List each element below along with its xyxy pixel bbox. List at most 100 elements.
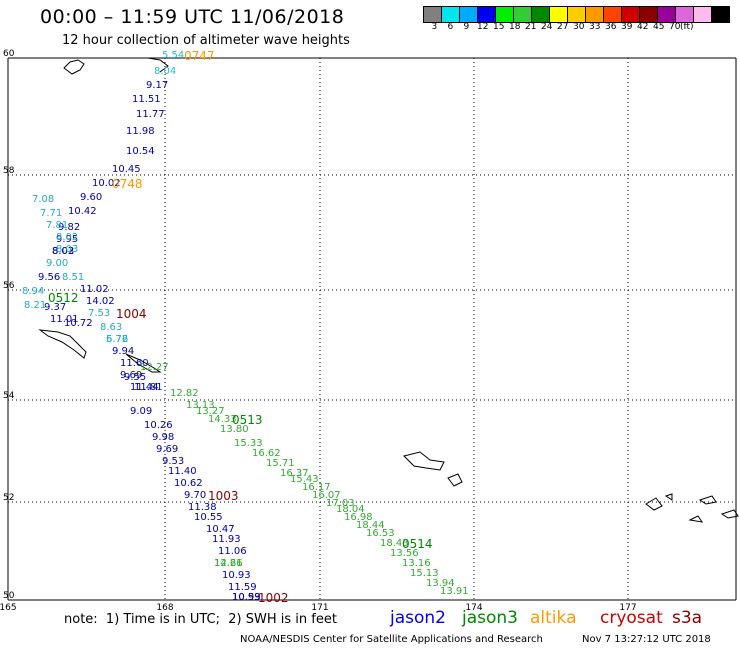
- wave-height-value: 9.60: [80, 192, 102, 203]
- wave-height-value: 5.54: [162, 50, 184, 61]
- wave-height-value: 16.07: [312, 490, 341, 501]
- wave-height-value: 9.95: [56, 234, 78, 245]
- wave-height-value: 5.72: [106, 334, 128, 345]
- footer-timestamp: Nov 7 13:27:12 UTC 2018: [582, 634, 711, 645]
- scale-label: 30: [573, 22, 585, 32]
- wave-height-value: 9.70: [184, 490, 206, 501]
- wave-height-value: 10.55: [194, 512, 223, 523]
- coastline-medny-island: [125, 353, 162, 373]
- wave-height-value: 8.03: [52, 246, 74, 257]
- wave-height-value: 13.94: [426, 578, 455, 589]
- wave-height-value: 15.71: [266, 458, 295, 469]
- wave-height-value: 8.03: [56, 244, 78, 255]
- wave-height-value: 11.38: [188, 502, 217, 513]
- footer-note: note: 1) Time is in UTC; 2) SWH is in fe…: [64, 612, 337, 627]
- wave-height-value: 14.61: [214, 558, 243, 569]
- wave-height-value: 9.94: [112, 346, 134, 357]
- scale-label: 27: [557, 22, 569, 32]
- track-jason2-north: 9.17 11.51 11.77 11.98 10.54 10.45 10.02 9.60 10…: [52, 80, 168, 257]
- wave-height-value: 9.69: [156, 444, 178, 455]
- wave-height-value: 8.02: [56, 232, 78, 243]
- coastline: [38, 57, 739, 523]
- wave-height-value: 13.91: [440, 586, 469, 597]
- wave-height-value: 11.44: [130, 382, 159, 393]
- legend-s3a: s3a: [672, 608, 703, 628]
- wave-height-value: 10.26: [144, 420, 173, 431]
- scale-label: 33: [589, 22, 601, 32]
- wave-height-value: 9.55: [124, 372, 146, 383]
- wave-height-value: 12.27: [140, 362, 169, 373]
- wave-height-value: 9.53: [162, 456, 184, 467]
- wave-height-value: 9.17: [146, 80, 168, 91]
- pass-time-label: 1003: [208, 489, 239, 503]
- wave-height-value: 18.04: [336, 504, 365, 515]
- scale-label: 15: [493, 22, 505, 32]
- page-subtitle: 12 hour collection of altimeter wave hei…: [62, 33, 350, 48]
- legend-cryosat: cryosat: [600, 608, 663, 628]
- wave-height-value: 15.43: [290, 474, 319, 485]
- pass-time-label: 1004: [116, 307, 147, 321]
- track-jason2-cyan-west: 7.087.717.818.028.039.008.518.948.217.53…: [22, 194, 128, 345]
- coastline-delarof: [645, 497, 663, 511]
- wave-height-value: 13.56: [390, 548, 419, 559]
- wave-height-value: 10.59: [232, 592, 261, 603]
- coastline-andreanof-2: [698, 495, 717, 505]
- pass-time-label: 0514: [402, 537, 433, 551]
- legend-altika: altika: [530, 608, 577, 628]
- wave-height-value: 18.44: [356, 520, 385, 531]
- wave-height-value: 11.01: [50, 314, 79, 325]
- scale-label: 70: [669, 22, 681, 32]
- altimeter-tracks: 9.17 11.51 11.77 11.98 10.54 10.45 10.02 9.60 10…: [22, 50, 469, 603]
- wave-height-value: 10.02: [92, 178, 121, 189]
- scale-label: 36: [605, 22, 617, 32]
- legend-jason2: jason2: [390, 608, 446, 628]
- scale-label: 3: [431, 22, 438, 32]
- scale-label: 39: [621, 22, 633, 32]
- scale-label: 12: [477, 22, 489, 32]
- wave-height-value: 8.02: [52, 246, 74, 257]
- track-altika-north: 5.54 8.04: [154, 50, 184, 77]
- pass-time-label: 0748: [112, 177, 143, 191]
- wave-height-value: 16.17: [302, 482, 331, 493]
- coastline-north-cape: [147, 57, 169, 73]
- scale-label: 9: [463, 22, 470, 32]
- color-scale: [423, 6, 730, 23]
- wave-height-value: 8.94: [22, 286, 44, 297]
- scale-label: 18: [509, 22, 521, 32]
- wave-height-value: 11.81: [134, 382, 163, 393]
- wave-height-value: 11.40: [168, 466, 197, 477]
- wave-height-value: 13.27: [196, 406, 225, 417]
- wave-height-value: 16.62: [252, 448, 281, 459]
- wave-height-value: 8.63: [100, 322, 122, 333]
- footer-credit: NOAA/NESDIS Center for Satellite Applica…: [240, 634, 543, 645]
- latitude-label: 52: [3, 493, 14, 503]
- wave-height-value: 8.51: [62, 272, 84, 283]
- longitude-label: 174: [465, 603, 482, 613]
- coastline-near-islands: [403, 451, 445, 471]
- wave-height-value: 10.93: [222, 570, 251, 581]
- wave-height-value: 12.82: [170, 388, 199, 399]
- wave-height-value: 9.37: [44, 302, 66, 313]
- latitude-label: 50: [3, 591, 15, 601]
- wave-height-value: 11.77: [136, 109, 165, 120]
- scale-label: (ft): [680, 22, 694, 32]
- wave-height-value: 9.98: [152, 432, 174, 443]
- wave-height-value: 17.03: [326, 498, 355, 509]
- wave-height-value: 10.45: [112, 164, 141, 175]
- wave-height-value: 14.02: [86, 296, 115, 307]
- wave-height-value: 18.43: [380, 538, 409, 549]
- page-title: 00:00 – 11:59 UTC 11/06/2018: [40, 6, 345, 28]
- longitude-label: 171: [311, 603, 328, 613]
- wave-height-value: 8.21: [24, 300, 46, 311]
- latitude-label: 58: [3, 166, 15, 176]
- color-scale-labels: 3 6 9 12 15 18 21 24 27 30 33 36 39 42 45 70 (ft): [424, 22, 740, 36]
- pass-time-label: 0747: [184, 49, 215, 63]
- scale-label: 42: [637, 22, 649, 32]
- wave-height-value: 9.56: [38, 272, 60, 283]
- scale-swatch: [711, 6, 730, 23]
- wave-height-value: 9.82: [58, 222, 80, 233]
- legend-jason3: jason3: [462, 608, 518, 628]
- pass-time-label: 1002: [258, 591, 289, 605]
- coastline-andreanof-1: [664, 493, 673, 501]
